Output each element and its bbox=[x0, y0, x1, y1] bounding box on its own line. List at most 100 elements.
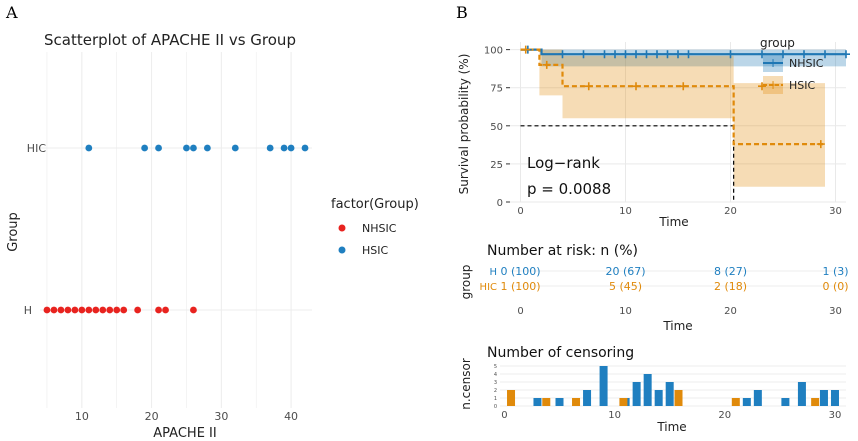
censor-bar-hsic bbox=[542, 398, 551, 406]
censor-bar-hsic bbox=[731, 398, 740, 406]
km-censor-mark bbox=[726, 50, 735, 59]
scatter-point bbox=[203, 144, 211, 152]
censor-bar-nhsic bbox=[533, 398, 542, 406]
km-legend-cross-nhsic: + bbox=[768, 56, 778, 70]
censor-bar-hsic bbox=[572, 398, 581, 406]
censor-bar-nhsic bbox=[742, 398, 751, 406]
km-censor-mark bbox=[584, 82, 593, 91]
km-censor-mark bbox=[821, 50, 829, 59]
scatter-point bbox=[141, 144, 149, 152]
scatter-point bbox=[64, 306, 72, 314]
censor-bar-nhsic bbox=[665, 382, 674, 406]
risk-x-tick: 20 bbox=[724, 306, 737, 317]
risk-y-label: group bbox=[459, 265, 473, 300]
scatter-chart: Scatterplot of APACHE II vs Group 10 20 30… bbox=[6, 31, 419, 441]
scatter-y-tick-h: H bbox=[24, 304, 32, 317]
risk-x-tick: 10 bbox=[619, 306, 632, 317]
risk-cell: 2 (18) bbox=[714, 280, 747, 293]
scatter-point bbox=[190, 306, 197, 314]
censor-chart-body: 0 1 2 3 4 5 0 10 20 30 bbox=[494, 364, 846, 421]
scatter-point bbox=[162, 306, 169, 314]
km-censor-mark bbox=[558, 50, 567, 59]
km-y-tick: 100 bbox=[484, 46, 503, 57]
censor-bar-nhsic bbox=[599, 366, 608, 406]
censor-bar-nhsic bbox=[583, 390, 592, 406]
km-y-tick: 50 bbox=[490, 122, 503, 133]
censor-bar-hsic bbox=[674, 390, 683, 406]
km-censor-mark bbox=[621, 50, 630, 59]
risk-cell: 0 (0) bbox=[822, 280, 848, 293]
scatter-point bbox=[155, 144, 162, 152]
censor-bar-hsic bbox=[507, 390, 516, 406]
km-ticks: 0 25 50 75 100 0 10 20 30 bbox=[484, 46, 842, 217]
km-legend-nhsic: NHSIC bbox=[789, 57, 824, 70]
panel-label-b: B bbox=[456, 3, 468, 22]
km-x-label: Time bbox=[658, 215, 688, 229]
km-censor-mark bbox=[663, 50, 672, 59]
km-legend-hsic: HSIC bbox=[789, 79, 815, 92]
scatter-point bbox=[266, 144, 274, 152]
censor-x-tick: 20 bbox=[718, 410, 731, 421]
scatter-point bbox=[134, 306, 142, 314]
km-median-lines bbox=[520, 125, 735, 202]
censor-bar-hsic bbox=[811, 398, 820, 406]
km-censor-mark bbox=[758, 82, 766, 91]
scatter-point bbox=[85, 306, 93, 314]
km-legend: group + NHSIC + HSIC bbox=[760, 36, 824, 94]
scatter-grid bbox=[40, 52, 312, 408]
censor-bar-nhsic bbox=[643, 374, 652, 406]
km-censor-mark bbox=[684, 50, 693, 59]
risk-x-label: Time bbox=[662, 319, 692, 333]
scatter-x-tick: 40 bbox=[284, 410, 298, 423]
km-pvalue-label: p = 0.0088 bbox=[527, 180, 611, 198]
scatter-legend: factor(Group) NHSIC HSIC bbox=[331, 197, 419, 257]
km-legend-cross-hsic: + bbox=[768, 78, 778, 92]
km-censor-marks bbox=[521, 45, 850, 149]
km-censor-mark bbox=[600, 50, 609, 59]
scatter-point bbox=[85, 144, 93, 152]
risk-cell: 20 (67) bbox=[605, 265, 645, 278]
scatter-title: Scatterplot of APACHE II vs Group bbox=[44, 31, 296, 49]
scatter-legend-title: factor(Group) bbox=[331, 197, 419, 212]
scatter-point bbox=[155, 306, 162, 314]
km-censor-mark bbox=[611, 50, 619, 59]
scatter-x-tick: 30 bbox=[214, 410, 228, 423]
censor-bar-nhsic bbox=[819, 390, 828, 406]
scatter-point bbox=[280, 144, 288, 152]
km-censor-mark bbox=[632, 50, 640, 59]
km-logrank-label: Log−rank bbox=[527, 154, 600, 172]
km-censor-mark bbox=[758, 50, 766, 59]
km-censor-mark bbox=[816, 140, 825, 149]
km-censor-mark bbox=[779, 50, 787, 59]
km-censor-mark bbox=[579, 50, 588, 59]
scatter-point bbox=[301, 144, 309, 152]
censor-bar-nhsic bbox=[830, 390, 839, 406]
censor-x-tick: 0 bbox=[501, 410, 507, 421]
scatter-point bbox=[190, 144, 197, 152]
censor-x-label: Time bbox=[656, 420, 686, 434]
km-ci-band-hsic bbox=[520, 49, 825, 187]
risk-row-label-hic: HIC bbox=[480, 282, 497, 293]
scatter-x-tick: 20 bbox=[145, 410, 159, 423]
scatter-y-tick-hic: HIC bbox=[27, 142, 47, 155]
censor-bar-nhsic bbox=[654, 390, 663, 406]
scatter-point bbox=[287, 144, 295, 152]
censor-title: Number of censoring bbox=[487, 345, 634, 361]
km-y-tick: 75 bbox=[490, 84, 503, 95]
risk-x-tick: 30 bbox=[829, 306, 842, 317]
censor-bar-nhsic bbox=[781, 398, 790, 406]
legend-marker-hsic bbox=[338, 246, 346, 254]
km-x-tick: 20 bbox=[724, 206, 737, 217]
legend-marker-nhsic bbox=[338, 224, 346, 232]
censor-bar-hsic bbox=[619, 398, 628, 406]
censor-y-tick: 1 bbox=[494, 396, 497, 402]
scatter-point bbox=[57, 306, 65, 314]
censor-y-tick: 0 bbox=[494, 404, 497, 410]
scatter-x-label: APACHE II bbox=[153, 426, 216, 441]
scatter-point bbox=[231, 144, 239, 152]
risk-cell: 0 (100) bbox=[500, 265, 540, 278]
scatter-y-label: Group bbox=[6, 212, 21, 252]
scatter-point bbox=[71, 306, 79, 314]
km-censor-mark bbox=[653, 50, 661, 59]
